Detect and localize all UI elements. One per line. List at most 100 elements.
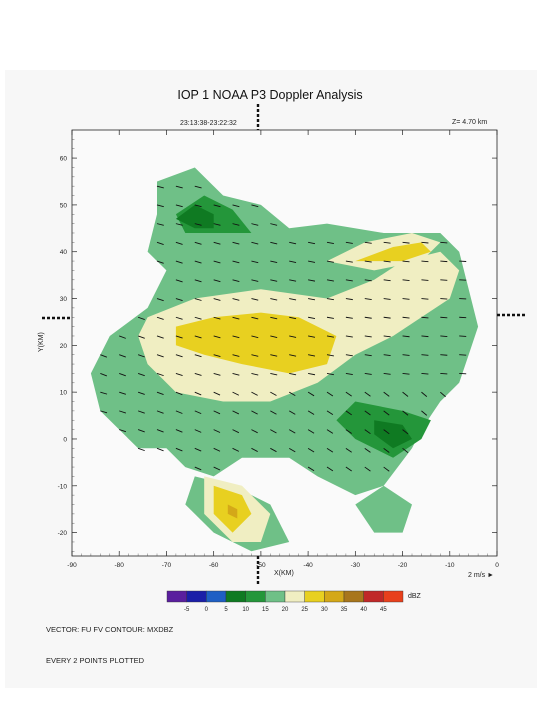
colorbar-swatch — [383, 590, 404, 603]
wind-vector — [364, 316, 372, 319]
wind-vector — [440, 391, 446, 398]
wind-vector — [270, 241, 278, 245]
x-tick-label: -80 — [115, 562, 125, 569]
wind-vector — [194, 279, 202, 283]
wind-vector — [194, 447, 202, 452]
wind-vector — [307, 466, 315, 472]
wind-vector — [345, 410, 352, 416]
wind-vector — [232, 316, 240, 320]
wind-vector — [137, 354, 145, 358]
wind-vector — [421, 391, 428, 397]
wind-vector — [421, 241, 429, 244]
wind-vector — [100, 354, 108, 358]
x-tick-label: -20 — [398, 562, 408, 569]
x-tick-label: -30 — [351, 562, 361, 569]
colorbar-swatch — [363, 590, 384, 603]
wind-vector — [440, 335, 448, 337]
colorbar-tick-label: 25 — [301, 607, 308, 613]
wind-vector — [194, 241, 202, 245]
wind-vector — [213, 260, 221, 264]
z-level-label: Z= 4.70 km — [452, 119, 488, 126]
wind-vector — [175, 354, 183, 358]
wind-vector — [270, 298, 278, 301]
wind-vector — [383, 354, 391, 357]
wind-vector — [119, 354, 126, 358]
wind-vector — [156, 354, 164, 358]
wind-vector — [364, 391, 371, 397]
wind-vector — [383, 279, 391, 282]
wind-vector — [289, 241, 297, 245]
wind-vector — [364, 260, 372, 263]
wind-vector — [232, 429, 240, 434]
wind-vector — [307, 391, 315, 397]
wind-vector — [402, 241, 410, 244]
wind-vector — [364, 335, 372, 338]
colorbar-swatch — [324, 590, 345, 603]
colorbar-swatch — [225, 590, 246, 603]
wind-vector — [288, 429, 296, 434]
wind-vector — [213, 391, 221, 396]
wind-vector — [364, 279, 372, 282]
wind-vector — [194, 335, 202, 339]
colorbar-swatch — [166, 590, 187, 603]
colorbar-swatch — [245, 590, 266, 603]
wind-vector — [402, 410, 409, 416]
wind-vector — [345, 316, 353, 319]
wind-vector — [308, 298, 316, 301]
y-tick-label: 60 — [60, 156, 68, 163]
wind-vector — [326, 354, 334, 357]
wind-vector — [232, 204, 240, 208]
wind-vector — [345, 466, 352, 472]
reflectivity-region-12 — [175, 204, 214, 229]
colorbar-swatch — [186, 590, 207, 603]
colorbar-swatch — [265, 590, 286, 603]
wind-vector — [213, 298, 221, 301]
wind-vector — [137, 316, 145, 320]
wind-vector — [232, 335, 240, 339]
wind-vector — [175, 298, 183, 302]
vector-contour-note: VECTOR: FU FV CONTOUR: MXDBZ — [46, 625, 174, 634]
wind-vector — [345, 391, 352, 397]
wind-vector — [326, 410, 334, 416]
wind-vector — [402, 447, 409, 454]
wind-vector — [402, 391, 409, 397]
colorbar-swatch — [343, 590, 364, 603]
wind-vector — [270, 260, 278, 264]
wind-vector — [251, 429, 258, 434]
plot-frame — [71, 129, 498, 557]
wind-vector — [175, 223, 183, 226]
wind-vector — [119, 373, 126, 377]
wind-vector — [308, 372, 316, 376]
wind-vector — [288, 410, 296, 415]
wind-vector — [232, 410, 240, 415]
wind-vector — [213, 204, 221, 208]
wind-vector — [402, 316, 410, 319]
wind-vector — [119, 335, 126, 339]
wind-vector — [364, 372, 372, 375]
wind-vector — [137, 373, 145, 377]
wind-vector — [440, 316, 448, 319]
y-tick-label: -10 — [58, 483, 68, 490]
wind-vector — [251, 447, 258, 452]
wind-vector — [175, 335, 183, 339]
wind-vector — [156, 410, 164, 414]
wind-vector — [345, 241, 353, 244]
wind-vector — [345, 279, 353, 282]
wind-vector — [326, 279, 334, 282]
wind-vector — [383, 447, 390, 453]
wind-vector — [156, 204, 164, 208]
wind-vector — [156, 260, 164, 264]
wind-vector — [289, 279, 297, 282]
colorbar-tick-label: 15 — [262, 607, 269, 613]
wind-vector — [345, 260, 353, 263]
wind-vector — [402, 372, 410, 375]
wind-vector — [137, 410, 145, 414]
colorbar-swatch — [304, 590, 325, 603]
wind-vector — [364, 241, 372, 244]
wind-vector — [156, 185, 164, 189]
plot-density-note: EVERY 2 POINTS PLOTTED — [46, 656, 145, 665]
colorbar-unit: dBZ — [408, 593, 421, 600]
wind-vector — [402, 279, 410, 282]
wind-vector — [194, 298, 202, 301]
